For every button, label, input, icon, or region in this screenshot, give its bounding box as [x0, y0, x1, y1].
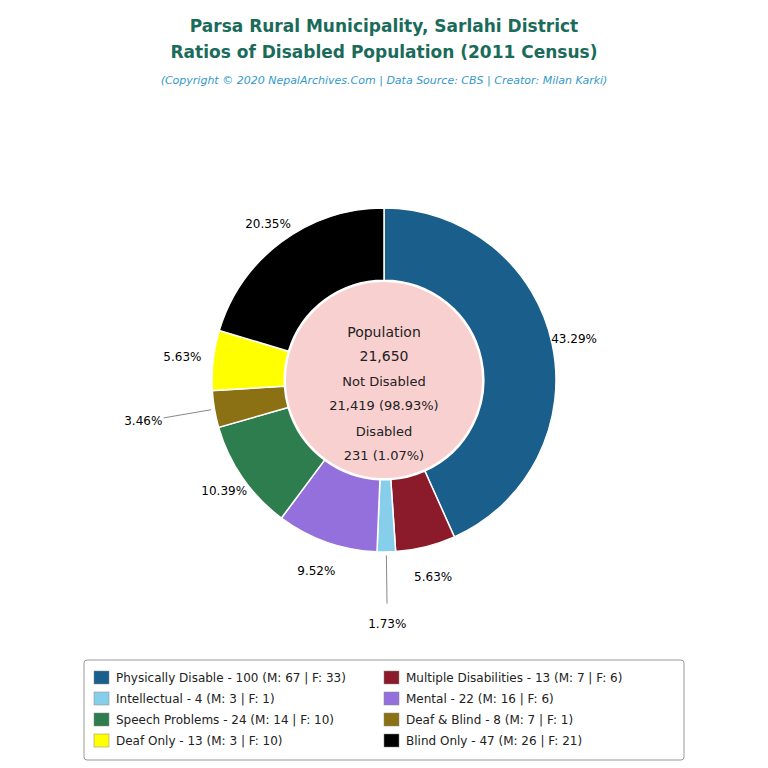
legend-swatch [94, 692, 109, 705]
legend-entry: Deaf Only - 13 (M: 3 | F: 10) [116, 734, 283, 748]
legend-entry: Multiple Disabilities - 13 (M: 7 | F: 6) [406, 671, 622, 685]
center-annotation: 231 (1.07%) [344, 448, 424, 463]
center-annotation: 21,650 [360, 348, 409, 364]
data-label: 10.39% [201, 484, 247, 498]
title: Ratios of Disabled Population (2011 Cens… [171, 42, 598, 62]
chart: Parsa Rural Municipality, Sarlahi Distri… [0, 0, 768, 768]
legend-swatch [94, 734, 109, 747]
slices [212, 208, 556, 552]
data-label: 3.46% [124, 414, 162, 428]
legend-frame [84, 660, 684, 760]
legend-entry: Deaf & Blind - 8 (M: 7 | F: 1) [406, 713, 573, 727]
title: Parsa Rural Municipality, Sarlahi Distri… [190, 16, 578, 36]
legend: Physically Disable - 100 (M: 67 | F: 33)… [84, 660, 684, 760]
center-circle [286, 282, 482, 478]
data-label: 1.73% [368, 617, 406, 631]
center-annotation: Not Disabled [342, 374, 425, 389]
legend-swatch [94, 671, 109, 684]
legend-swatch [384, 671, 399, 684]
center-annotation: Population [347, 324, 421, 340]
leader-line [386, 555, 388, 603]
slice [212, 386, 288, 427]
data-label: 9.52% [297, 564, 335, 578]
legend-entry: Blind Only - 47 (M: 26 | F: 21) [406, 734, 582, 748]
legend-entry: Intellectual - 4 (M: 3 | F: 1) [116, 692, 275, 706]
data-label: 43.29% [551, 332, 597, 346]
data-label: 20.35% [245, 217, 291, 231]
legend-entry: Mental - 22 (M: 16 | F: 6) [406, 692, 554, 706]
data-label: 5.63% [414, 570, 452, 584]
leader-line [164, 410, 211, 418]
data-label: 5.63% [163, 350, 201, 364]
legend-swatch [94, 713, 109, 726]
legend-swatch [384, 713, 399, 726]
subtitle: (Copyright © 2020 NepalArchives.Com | Da… [161, 74, 608, 87]
slice-labels: 43.29% 5.63% 1.73% 9.52% 10.39% 3.46% 5.63% 20.… [124, 217, 597, 631]
slice [391, 471, 455, 552]
center-annotation: Disabled [356, 424, 412, 439]
legend-swatch [384, 692, 399, 705]
legend-swatch [384, 734, 399, 747]
legend-entry: Speech Problems - 24 (M: 14 | F: 10) [116, 713, 334, 727]
legend-entry: Physically Disable - 100 (M: 67 | F: 33) [116, 671, 346, 685]
center-annotation: 21,419 (98.93%) [329, 398, 438, 413]
